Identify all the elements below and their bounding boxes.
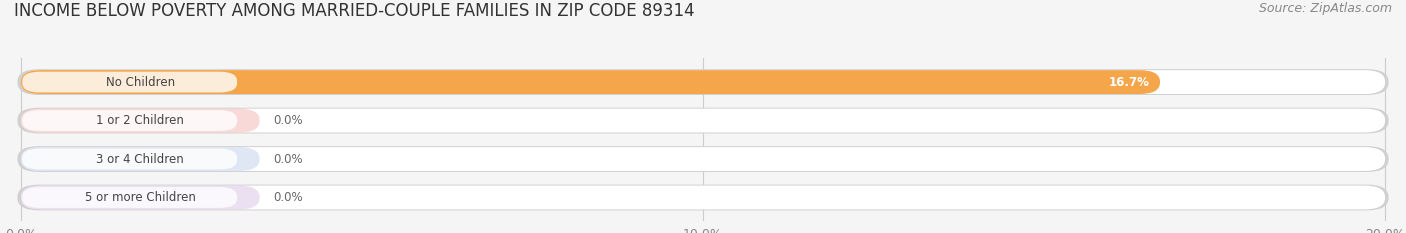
Text: Source: ZipAtlas.com: Source: ZipAtlas.com	[1258, 2, 1392, 15]
FancyBboxPatch shape	[17, 69, 1389, 95]
Text: 16.7%: 16.7%	[1109, 75, 1150, 89]
Text: 1 or 2 Children: 1 or 2 Children	[97, 114, 184, 127]
Text: INCOME BELOW POVERTY AMONG MARRIED-COUPLE FAMILIES IN ZIP CODE 89314: INCOME BELOW POVERTY AMONG MARRIED-COUPL…	[14, 2, 695, 20]
Text: 0.0%: 0.0%	[273, 114, 302, 127]
FancyBboxPatch shape	[22, 187, 238, 208]
FancyBboxPatch shape	[21, 185, 260, 209]
FancyBboxPatch shape	[21, 147, 260, 171]
FancyBboxPatch shape	[17, 185, 1389, 210]
FancyBboxPatch shape	[21, 70, 1160, 94]
Text: 0.0%: 0.0%	[273, 191, 302, 204]
FancyBboxPatch shape	[22, 72, 238, 93]
FancyBboxPatch shape	[22, 110, 238, 131]
FancyBboxPatch shape	[22, 149, 238, 169]
FancyBboxPatch shape	[21, 109, 260, 133]
FancyBboxPatch shape	[21, 70, 260, 94]
Text: 5 or more Children: 5 or more Children	[84, 191, 195, 204]
FancyBboxPatch shape	[21, 185, 1385, 209]
FancyBboxPatch shape	[21, 70, 1385, 94]
FancyBboxPatch shape	[21, 147, 1385, 171]
Text: No Children: No Children	[105, 75, 174, 89]
FancyBboxPatch shape	[17, 146, 1389, 172]
Text: 3 or 4 Children: 3 or 4 Children	[97, 153, 184, 165]
FancyBboxPatch shape	[17, 108, 1389, 134]
FancyBboxPatch shape	[21, 109, 1385, 133]
Text: 0.0%: 0.0%	[273, 153, 302, 165]
